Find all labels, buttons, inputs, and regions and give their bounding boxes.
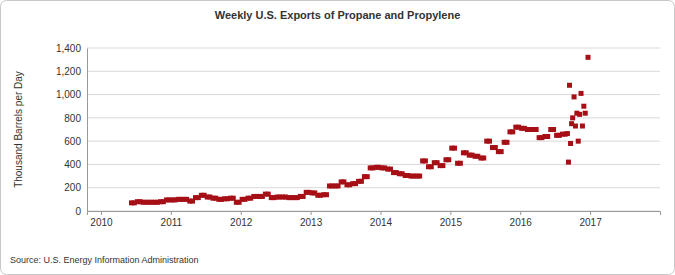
point bbox=[504, 140, 509, 145]
y-tick: 600 bbox=[64, 136, 87, 147]
y-tick: 1,400 bbox=[56, 43, 87, 54]
y-axis-line bbox=[87, 49, 88, 212]
point bbox=[324, 192, 329, 197]
x-tick-label: 2012 bbox=[230, 217, 253, 228]
y-tick-label: 800 bbox=[64, 113, 81, 124]
point bbox=[572, 94, 577, 99]
point bbox=[570, 115, 575, 120]
y-tick: 200 bbox=[64, 182, 87, 193]
x-tick-mark bbox=[241, 211, 242, 215]
y-tick-label: 200 bbox=[64, 182, 81, 193]
y-tick: 800 bbox=[64, 113, 87, 124]
x-tick: 2015 bbox=[440, 211, 463, 228]
point bbox=[573, 124, 578, 129]
grid-line bbox=[87, 71, 660, 72]
title: Weekly U.S. Exports of Propane and Propy… bbox=[215, 9, 461, 21]
x-tick: 2010 bbox=[90, 211, 113, 228]
y-tick-label: 1,200 bbox=[56, 66, 81, 77]
y-tick: 0 bbox=[75, 206, 87, 217]
chart: 0 200 400 600 800 1,000 1,200 1,400 2010 2011 2012… bbox=[0, 0, 675, 275]
point bbox=[423, 158, 428, 163]
y-tick: 1,200 bbox=[56, 66, 87, 77]
grid-line bbox=[87, 187, 660, 188]
y-axis-title: Thousand Barrels per Day bbox=[13, 71, 24, 188]
x-tick-mark bbox=[450, 211, 451, 215]
point bbox=[586, 55, 591, 60]
x-tick: 2017 bbox=[579, 211, 602, 228]
point bbox=[458, 161, 463, 166]
y-tick-label: 0 bbox=[75, 206, 81, 217]
point bbox=[565, 131, 570, 136]
y-tick: 400 bbox=[64, 159, 87, 170]
point bbox=[545, 134, 550, 139]
x-tick-label: 2016 bbox=[510, 217, 533, 228]
x-tick-label: 2011 bbox=[161, 217, 183, 228]
y-axis: 0 200 400 600 800 1,000 1,200 1,400 bbox=[56, 43, 88, 217]
y-tick-label: 1,000 bbox=[56, 89, 81, 100]
point bbox=[446, 157, 451, 162]
x-tick: 2012 bbox=[230, 211, 253, 228]
point bbox=[365, 174, 370, 179]
points bbox=[129, 55, 591, 206]
point bbox=[499, 149, 504, 154]
grid-line bbox=[87, 141, 660, 142]
x-tick-label: 2013 bbox=[300, 217, 323, 228]
point bbox=[566, 160, 571, 165]
x-tick: 2016 bbox=[510, 211, 533, 228]
point bbox=[568, 141, 573, 146]
x-tick-label: 2010 bbox=[90, 217, 113, 228]
point bbox=[481, 156, 486, 161]
x-tick-mark bbox=[101, 211, 102, 215]
grid-line bbox=[87, 48, 660, 49]
point bbox=[534, 127, 539, 132]
x-tick: 2013 bbox=[300, 211, 323, 228]
point bbox=[417, 174, 422, 179]
x-tick-mark bbox=[171, 211, 172, 215]
y-tick-label: 1,400 bbox=[56, 43, 81, 54]
point bbox=[567, 83, 572, 88]
grid-line bbox=[87, 164, 660, 165]
x-tick: 2014 bbox=[370, 211, 393, 228]
point bbox=[359, 179, 364, 184]
frame bbox=[1, 1, 675, 275]
y-tick: 1,000 bbox=[56, 89, 87, 100]
x-tick-mark bbox=[380, 211, 381, 215]
point bbox=[452, 146, 457, 151]
source: Source: U.S. Energy Information Administ… bbox=[10, 255, 199, 265]
x-tick-label: 2014 bbox=[370, 217, 393, 228]
point bbox=[579, 91, 584, 96]
x-axis: 2010 2011 2012 2013 2014 2015 2016 2017 bbox=[88, 211, 661, 228]
grid bbox=[87, 48, 660, 211]
x-tick-label: 2015 bbox=[440, 217, 463, 228]
point bbox=[577, 112, 582, 117]
y-tick-label: 600 bbox=[64, 136, 81, 147]
x-tick-mark bbox=[520, 211, 521, 215]
x-tick-mark bbox=[590, 211, 591, 215]
point bbox=[583, 111, 588, 116]
y-tick-label: 400 bbox=[64, 159, 81, 170]
point bbox=[551, 127, 556, 132]
point bbox=[581, 104, 586, 109]
x-axis-line bbox=[88, 212, 661, 216]
point bbox=[510, 129, 515, 134]
point bbox=[440, 163, 445, 168]
point bbox=[487, 139, 492, 144]
x-tick: 2011 bbox=[161, 211, 183, 228]
point bbox=[580, 124, 585, 129]
x-tick-label: 2017 bbox=[579, 217, 602, 228]
x-tick-mark bbox=[311, 211, 312, 215]
point bbox=[576, 139, 581, 144]
